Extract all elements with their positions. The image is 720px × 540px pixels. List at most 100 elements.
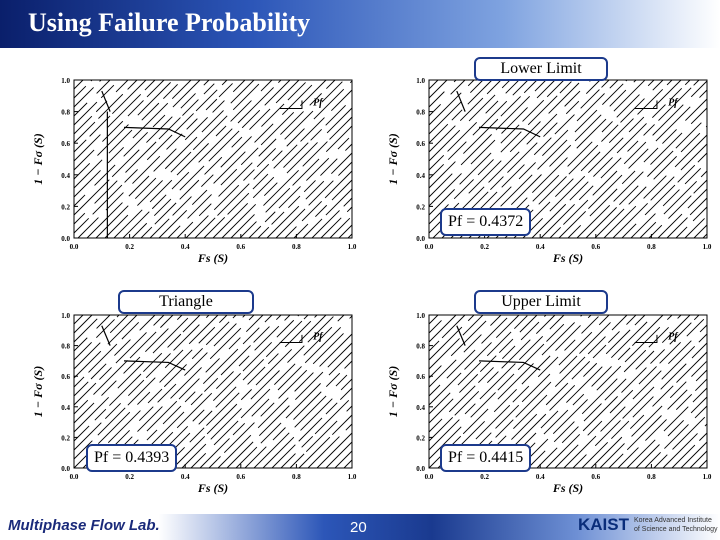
hatch-stroke — [609, 79, 619, 89]
hatch-stroke — [630, 213, 656, 239]
hatch-stroke — [137, 406, 163, 432]
hatch-stroke — [583, 403, 602, 422]
hatch-stroke — [488, 151, 520, 183]
hatch-stroke — [549, 144, 572, 167]
hatch-stroke — [253, 163, 270, 180]
hatch-stroke — [666, 314, 673, 321]
hatch-stroke — [613, 80, 645, 112]
hatch-stroke — [613, 171, 644, 202]
hatch-stroke — [292, 158, 320, 186]
hatch-stroke — [325, 402, 338, 415]
hatch-stroke — [581, 378, 618, 415]
hatch-stroke — [176, 143, 209, 176]
y-tick-label: 0.4 — [416, 172, 425, 180]
hatch-stroke — [195, 89, 218, 112]
hatch-stroke — [677, 314, 682, 319]
hatch-stroke — [477, 159, 494, 176]
hatch-stroke — [240, 388, 271, 419]
hatch-stroke — [453, 179, 474, 200]
hatch-stroke — [558, 211, 586, 239]
hatch-stroke — [623, 141, 647, 165]
hatch-stroke — [230, 100, 252, 122]
hatch-stroke — [293, 391, 322, 420]
hatch-stroke — [208, 130, 240, 162]
lab-logo: Multiphase Flow Lab. — [8, 517, 160, 534]
hatch-stroke — [316, 432, 353, 469]
curve-mark — [124, 360, 186, 371]
hatch-region — [73, 314, 353, 469]
hatch-stroke — [533, 137, 552, 156]
curve-mark — [124, 126, 186, 138]
hatch-stroke — [220, 345, 251, 376]
y-tick-label: 1.0 — [416, 77, 425, 85]
x-tick-label: 0.0 — [70, 473, 79, 481]
hatch-stroke — [347, 233, 353, 239]
hatch-stroke — [137, 82, 171, 116]
hatch-stroke — [490, 176, 504, 190]
hatch-stroke — [689, 450, 708, 469]
y-tick-label: 0.0 — [416, 465, 425, 473]
y-axis-label: 1 − Fσ (S) — [31, 366, 45, 417]
hatch-stroke — [644, 452, 661, 469]
triangle-label: Triangle — [118, 290, 254, 314]
hatch-stroke — [315, 204, 328, 217]
hatch-stroke — [609, 89, 627, 107]
hatch-stroke — [218, 162, 253, 197]
hatch-stroke — [589, 188, 618, 217]
y-tick-label: 0.4 — [416, 404, 425, 412]
hatch-stroke — [213, 420, 239, 446]
hatch-stroke — [250, 370, 280, 400]
hatch-stroke — [239, 221, 257, 239]
hatch-stroke — [152, 114, 166, 128]
hatch-stroke — [73, 79, 84, 90]
hatch-stroke — [464, 342, 492, 370]
hatch-stroke — [242, 327, 260, 345]
hatch-stroke — [428, 79, 439, 90]
hatch-stroke — [121, 321, 140, 340]
hatch-stroke — [248, 314, 255, 321]
hatch-stroke — [554, 178, 574, 198]
hatch-stroke — [304, 326, 342, 364]
footer-bar — [0, 514, 720, 540]
x-tick-label: 1.0 — [348, 243, 357, 251]
hatch-stroke — [230, 79, 255, 104]
hatch-stroke — [632, 314, 664, 346]
hatch-stroke — [187, 194, 212, 219]
hatch-stroke — [145, 353, 171, 379]
hatch-stroke — [97, 124, 129, 156]
hatch-stroke — [675, 226, 688, 239]
pf-value-triangle: Pf = 0.4393 — [86, 444, 178, 472]
hatch-stroke — [566, 366, 603, 403]
hatch-stroke — [662, 189, 680, 207]
hatch-stroke — [554, 356, 586, 388]
hatch-stroke — [153, 198, 172, 217]
hatch-stroke — [661, 346, 695, 380]
hatch-stroke — [486, 371, 499, 384]
hatch-stroke — [267, 353, 279, 365]
hatch-stroke — [73, 337, 88, 352]
hatch-stroke — [186, 118, 198, 130]
hatch-stroke — [325, 441, 353, 469]
x-tick-label: 0.8 — [292, 473, 301, 481]
hatch-stroke — [108, 129, 133, 154]
chart-bottom-left: 0.0 0.2 0.4 0.6 0.8 1.0 0.0 0.2 0.4 0.6 0.8 1.0 Fs (… — [31, 312, 357, 495]
hatch-stroke — [308, 180, 334, 206]
hatch-stroke — [93, 360, 128, 395]
hatch-stroke — [73, 179, 110, 216]
hatch-stroke — [513, 394, 548, 429]
hatch-stroke — [89, 115, 111, 137]
hatch-stroke — [278, 186, 301, 209]
hatch-stroke — [146, 79, 165, 98]
hatch-stroke — [549, 175, 586, 212]
hatch-stroke — [450, 320, 487, 357]
hatch-stroke — [73, 314, 93, 334]
hatch-stroke — [448, 385, 476, 413]
pf-bracket — [279, 100, 303, 109]
hatch-stroke — [536, 79, 556, 99]
hatch-stroke — [497, 373, 515, 391]
hatch-stroke — [302, 141, 328, 167]
curve-mark — [456, 325, 466, 346]
hatch-stroke — [95, 205, 129, 239]
hatch-stroke — [546, 79, 565, 98]
hatch-stroke — [565, 100, 580, 115]
